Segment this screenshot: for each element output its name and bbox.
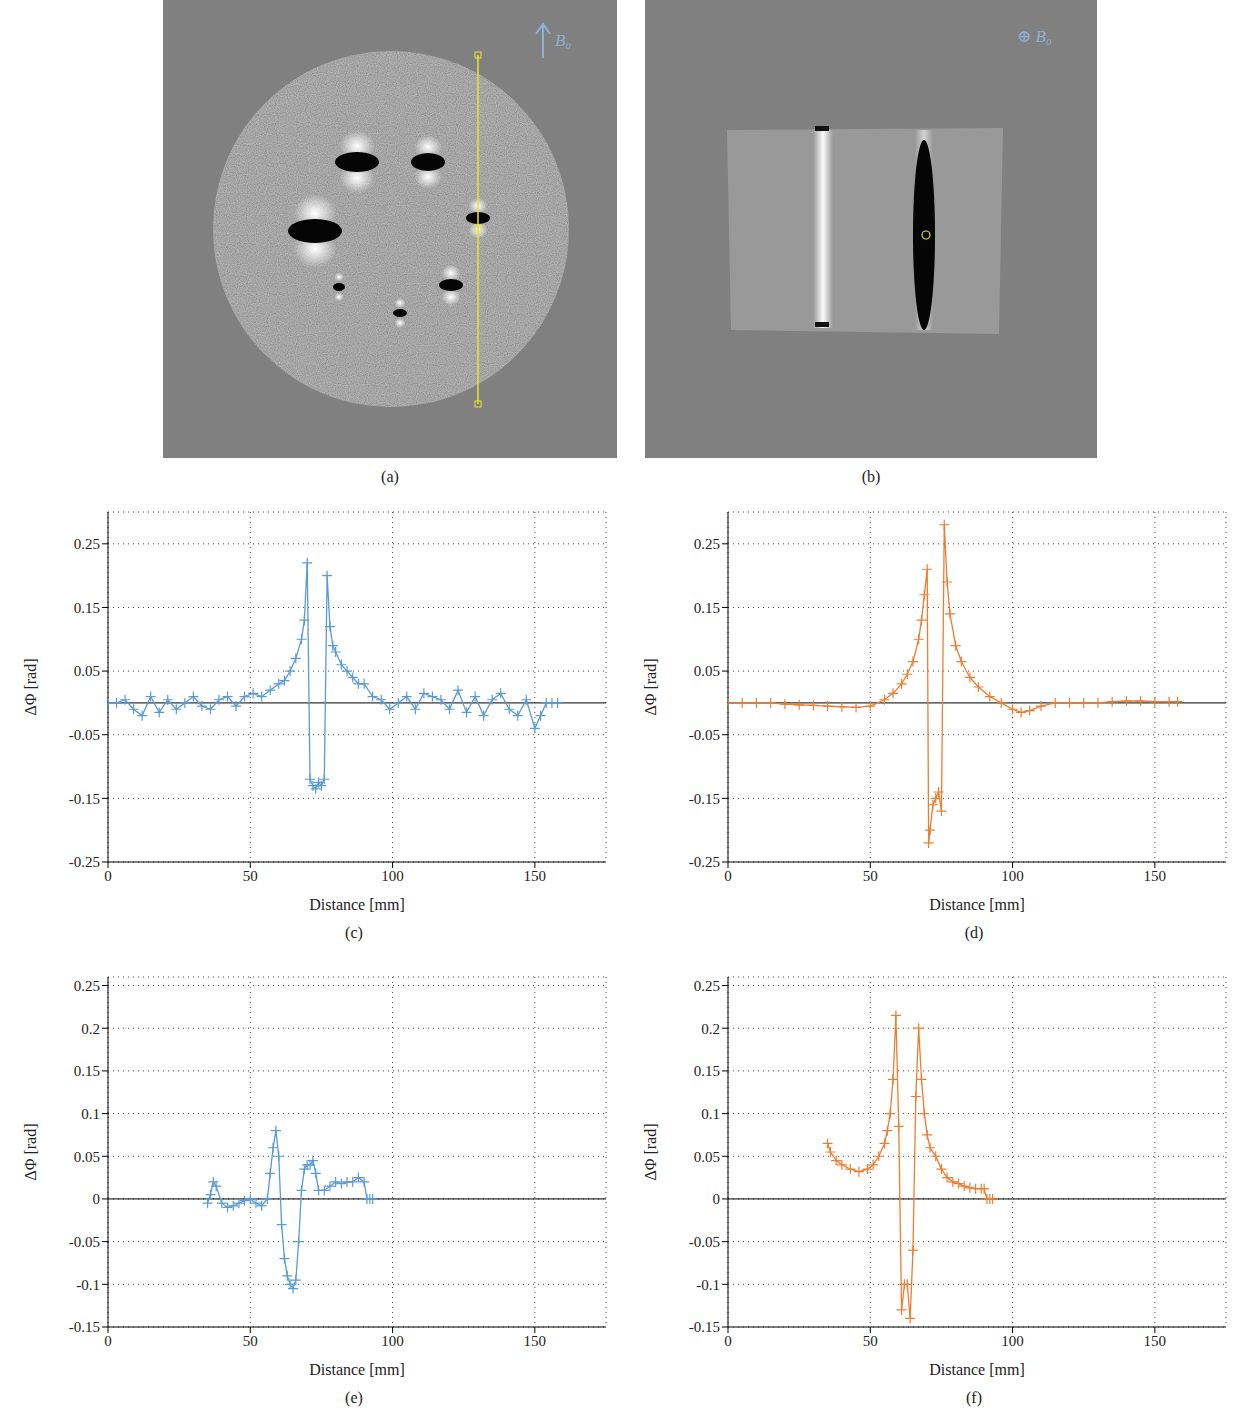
svg-text:0.1: 0.1 bbox=[701, 1106, 720, 1122]
svg-text:100: 100 bbox=[1001, 1333, 1024, 1349]
svg-text:0.1: 0.1 bbox=[81, 1106, 100, 1122]
svg-text:-0.05: -0.05 bbox=[689, 727, 720, 743]
svg-text:50: 50 bbox=[863, 868, 878, 884]
svg-text:100: 100 bbox=[1001, 868, 1024, 884]
svg-text:150: 150 bbox=[524, 1333, 547, 1349]
svg-text:Distance [mm]: Distance [mm] bbox=[309, 1361, 405, 1378]
svg-text:ΔΦ [rad]: ΔΦ [rad] bbox=[22, 658, 39, 715]
svg-text:-0.25: -0.25 bbox=[69, 854, 100, 870]
svg-text:0: 0 bbox=[724, 868, 732, 884]
html-text:(c): (c) bbox=[345, 924, 363, 941]
svg-text:0.15: 0.15 bbox=[74, 1063, 100, 1079]
svg-text:0.2: 0.2 bbox=[81, 1021, 100, 1037]
svg-text:Distance [mm]: Distance [mm] bbox=[929, 896, 1025, 913]
svg-text:0.25: 0.25 bbox=[694, 978, 720, 994]
svg-text:⊕ B₀: ⊕ B₀ bbox=[1017, 27, 1052, 46]
svg-text:-0.15: -0.15 bbox=[689, 791, 720, 807]
svg-text:100: 100 bbox=[381, 1333, 404, 1349]
svg-text:0.25: 0.25 bbox=[74, 978, 100, 994]
svg-text:0.25: 0.25 bbox=[694, 536, 720, 552]
svg-text:-0.1: -0.1 bbox=[696, 1277, 720, 1293]
svg-text:-0.05: -0.05 bbox=[689, 1234, 720, 1250]
svg-text:50: 50 bbox=[243, 868, 258, 884]
svg-text:ΔΦ [rad]: ΔΦ [rad] bbox=[642, 658, 659, 715]
svg-text:-0.25: -0.25 bbox=[689, 854, 720, 870]
svg-text:0.15: 0.15 bbox=[74, 600, 100, 616]
svg-text:150: 150 bbox=[1144, 868, 1167, 884]
svg-text:Distance [mm]: Distance [mm] bbox=[929, 1361, 1025, 1378]
svg-text:0.05: 0.05 bbox=[694, 1149, 720, 1165]
svg-text:B₀: B₀ bbox=[555, 31, 571, 50]
svg-text:0.15: 0.15 bbox=[694, 1063, 720, 1079]
svg-text:-0.05: -0.05 bbox=[69, 1234, 100, 1250]
html-text:(b): (b) bbox=[861, 468, 881, 485]
html-text:(f): (f) bbox=[966, 1389, 982, 1406]
svg-text:ΔΦ [rad]: ΔΦ [rad] bbox=[22, 1123, 39, 1180]
svg-text:50: 50 bbox=[863, 1333, 878, 1349]
svg-text:0: 0 bbox=[104, 868, 112, 884]
svg-text:0: 0 bbox=[724, 1333, 732, 1349]
svg-text:ΔΦ [rad]: ΔΦ [rad] bbox=[642, 1123, 659, 1180]
svg-text:-0.05: -0.05 bbox=[69, 727, 100, 743]
svg-text:100: 100 bbox=[381, 868, 404, 884]
svg-text:0: 0 bbox=[93, 1191, 101, 1207]
svg-text:0: 0 bbox=[713, 1191, 721, 1207]
svg-text:-0.15: -0.15 bbox=[689, 1319, 720, 1335]
svg-text:0.05: 0.05 bbox=[74, 663, 100, 679]
svg-text:0.15: 0.15 bbox=[694, 600, 720, 616]
svg-text:50: 50 bbox=[243, 1333, 258, 1349]
svg-text:Distance [mm]: Distance [mm] bbox=[309, 896, 405, 913]
html-text:(d): (d) bbox=[964, 924, 984, 941]
svg-text:0: 0 bbox=[104, 1333, 112, 1349]
svg-text:0.05: 0.05 bbox=[694, 663, 720, 679]
svg-text:0.2: 0.2 bbox=[701, 1021, 720, 1037]
svg-text:0.05: 0.05 bbox=[74, 1149, 100, 1165]
svg-text:-0.15: -0.15 bbox=[69, 1319, 100, 1335]
svg-text:-0.1: -0.1 bbox=[76, 1277, 100, 1293]
svg-text:0.25: 0.25 bbox=[74, 536, 100, 552]
svg-text:-0.15: -0.15 bbox=[69, 791, 100, 807]
svg-text:150: 150 bbox=[1144, 1333, 1167, 1349]
html-text:(e): (e) bbox=[345, 1389, 363, 1406]
svg-text:150: 150 bbox=[524, 868, 547, 884]
html-text:(a): (a) bbox=[381, 468, 399, 485]
